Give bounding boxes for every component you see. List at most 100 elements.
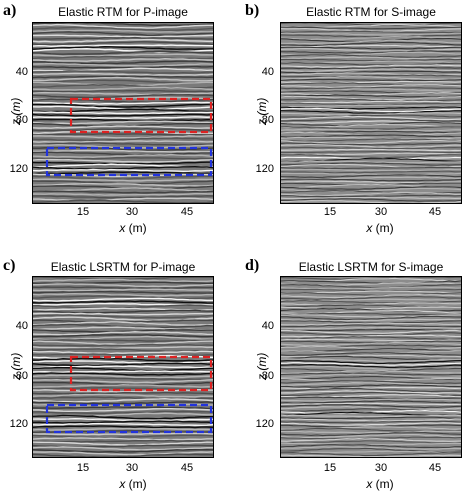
panel-d-ytick-80: 80: [261, 370, 274, 382]
seismic-reflector: [281, 34, 461, 38]
seismic-reflector: [33, 44, 213, 48]
seismic-reflector: [281, 84, 461, 88]
seismic-reflector: [281, 172, 461, 176]
seismic-reflector: [281, 322, 461, 326]
seismic-reflector: [281, 284, 461, 289]
seismic-reflector: [33, 406, 213, 410]
seismic-reflector: [33, 378, 213, 384]
seismic-reflector: [33, 72, 213, 77]
seismic-reflector: [33, 103, 213, 108]
seismic-reflector: [281, 126, 461, 130]
seismic-reflector: [33, 93, 213, 99]
seismic-reflector: [33, 427, 213, 431]
panel-a-title: Elastic RTM for P-image: [58, 5, 188, 19]
seismic-reflector: [281, 314, 461, 318]
seismic-reflector: [281, 44, 461, 48]
seismic-reflector: [281, 340, 461, 344]
seismic-reflector: [33, 323, 213, 329]
seismic-reflector: [281, 280, 461, 284]
seismic-reflector: [281, 300, 461, 304]
seismic-reflector: [281, 78, 461, 82]
seismic-image-0: [33, 23, 213, 203]
seismic-reflector: [281, 170, 461, 174]
red-dashed-box: [69, 355, 213, 392]
seismic-reflector: [33, 314, 213, 319]
seismic-reflector: [281, 26, 461, 30]
seismic-image-2: [33, 277, 213, 457]
panel-b-title: Elastic RTM for S-image: [306, 5, 436, 19]
seismic-reflector: [33, 149, 213, 153]
panel-d-letter: d): [245, 257, 260, 274]
seismic-reflector: [281, 138, 461, 142]
seismic-reflector: [281, 286, 461, 290]
seismic-reflector: [281, 430, 461, 434]
seismic-reflector: [281, 386, 461, 390]
seismic-reflector: [281, 352, 461, 356]
seismic-reflector: [281, 373, 461, 379]
panel-c-xtick-15: 15: [76, 462, 90, 474]
seismic-reflector: [281, 293, 461, 298]
panel-c-ytick-80: 80: [15, 370, 28, 382]
seismic-reflector: [281, 418, 461, 422]
seismic-reflector: [33, 391, 213, 395]
seismic-reflector: [281, 398, 461, 402]
seismic-reflector: [33, 278, 213, 283]
seismic-reflector: [281, 345, 461, 351]
seismic-reflector: [33, 76, 213, 82]
seismic-reflector: [33, 396, 213, 400]
seismic-reflector: [281, 58, 461, 62]
panel-d-ylabel: z (m): [255, 352, 269, 380]
panel-a-ytick-80: 80: [15, 114, 28, 126]
panel-a-ylabel: z (m): [9, 97, 23, 125]
seismic-reflector: [33, 340, 213, 346]
seismic-reflector: [281, 80, 461, 84]
seismic-reflector: [281, 336, 461, 340]
seismic-reflector: [33, 386, 213, 390]
seismic-reflector: [281, 440, 461, 444]
seismic-reflector: [33, 414, 213, 420]
seismic-reflector: [33, 178, 213, 182]
seismic-reflector: [33, 417, 213, 422]
seismic-reflector: [281, 76, 461, 80]
seismic-reflector: [33, 309, 213, 314]
seismic-reflector: [33, 41, 213, 46]
seismic-reflector: [33, 29, 213, 34]
seismic-reflector: [33, 23, 213, 29]
seismic-reflector: [281, 68, 461, 72]
seismic-reflector: [281, 341, 461, 347]
seismic-reflector: [33, 173, 213, 178]
seismic-reflector: [281, 168, 461, 172]
seismic-reflector: [33, 295, 213, 300]
seismic-reflector: [281, 186, 461, 190]
seismic-reflector: [281, 86, 461, 90]
seismic-reflector: [281, 28, 461, 32]
seismic-reflector: [281, 358, 461, 362]
seismic-reflector: [281, 95, 461, 101]
seismic-reflector: [281, 115, 461, 121]
seismic-reflector: [281, 277, 461, 280]
seismic-reflector: [281, 432, 461, 437]
seismic-reflector: [281, 191, 461, 197]
seismic-reflector: [33, 195, 213, 199]
seismic-reflector: [33, 140, 213, 143]
red-dashed-box: [69, 97, 213, 134]
seismic-reflector: [281, 420, 461, 424]
seismic-reflector: [33, 125, 213, 129]
seismic-reflector: [33, 422, 213, 427]
seismic-reflector: [33, 360, 213, 364]
seismic-reflector: [33, 374, 213, 379]
seismic-reflector: [281, 94, 461, 98]
seismic-reflector: [33, 370, 213, 373]
panel-a-xtick-45: 45: [180, 206, 194, 218]
seismic-reflector: [33, 116, 213, 119]
seismic-reflector: [281, 143, 461, 149]
seismic-reflector: [33, 420, 213, 424]
seismic-reflector: [281, 23, 461, 26]
seismic-reflector: [281, 114, 461, 118]
panel-d-xtick-15: 15: [323, 462, 337, 474]
panel-a-ytick-40: 40: [15, 66, 28, 78]
seismic-reflector: [33, 36, 213, 40]
seismic-reflector: [33, 113, 213, 117]
panel-b-xlabel: x (m): [366, 221, 394, 235]
seismic-reflector: [281, 198, 461, 202]
